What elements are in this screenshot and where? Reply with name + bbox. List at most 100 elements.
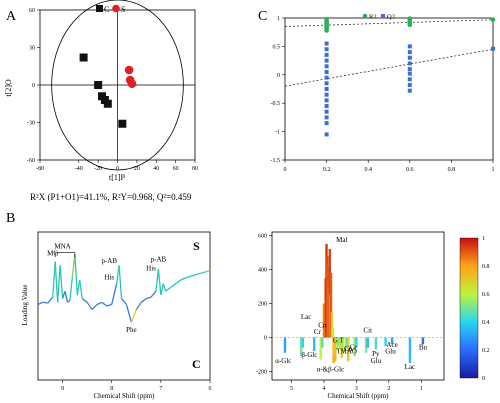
panel-label-a: A: [6, 9, 17, 24]
x-tick-label: 20: [134, 166, 140, 172]
perm-point-r2: [324, 28, 329, 33]
loading-trace-segment: [175, 279, 181, 285]
colorbar-ticks: 0 0.2 0.4 0.6 0.8 1: [482, 236, 490, 382]
y-tick-label: -60: [27, 158, 35, 164]
perm-point-q2: [407, 50, 412, 55]
x-tick-label: 4: [322, 386, 325, 392]
loading-trace-segment: [150, 290, 157, 298]
perm-point-q2: [324, 41, 329, 46]
perm-point-q2: [407, 67, 412, 72]
perm-point-q2: [324, 92, 329, 97]
loading-bar: [300, 337, 303, 357]
perm-point-q2: [324, 75, 329, 80]
loading-bar: [301, 337, 305, 348]
x-axis-label-b-left: Chemical Shift (ppm): [93, 392, 155, 400]
y-tick-label: 200: [258, 301, 267, 307]
loading-trace-segment: [57, 265, 61, 303]
y-tick-label: -30: [27, 121, 35, 127]
loading-bar: [322, 303, 326, 338]
loading-trace-segment: [37, 301, 44, 306]
peak-annotation: MG: [47, 250, 58, 258]
perm-point-q2: [407, 83, 412, 88]
y-axis-label-b-left: Loading Value: [21, 285, 29, 326]
loading-trace-segment: [140, 298, 147, 303]
perm-point-r2: [490, 17, 496, 23]
colorbar-tick-label: 0.6: [482, 292, 490, 298]
loading-bar: [329, 272, 333, 338]
loading-bar: [421, 337, 425, 345]
x-tick-label: 40: [153, 166, 159, 172]
loading-trace-segment: [160, 283, 164, 296]
peak-annotation: TMAO: [336, 348, 357, 356]
loading-bar: [337, 337, 340, 346]
loading-trace-segment: [59, 265, 64, 299]
regression-line-q2: [284, 48, 494, 87]
loading-trace-segment: [81, 298, 88, 303]
loading-trace-segment: [76, 279, 81, 296]
perm-point-q2: [324, 81, 329, 86]
loading-bar: [390, 337, 394, 345]
loading-trace-segment: [111, 283, 118, 305]
colorbar-tick-label: 1: [482, 236, 485, 242]
legend-label-c: C: [104, 5, 109, 14]
peak-annotation: p-AB: [151, 256, 167, 264]
perm-point-q2: [324, 87, 329, 91]
loading-trace-segment: [74, 254, 78, 295]
loading-bar: [335, 337, 339, 352]
loading-trace-segment: [135, 301, 142, 311]
y-tick-label: -1.5: [271, 158, 281, 164]
loading-bar: [330, 311, 334, 338]
peak-annotation: Cn: [318, 321, 327, 329]
colorbar: [459, 237, 479, 379]
loading-bar: [353, 337, 356, 357]
peak-annotation: MNA: [54, 242, 70, 250]
loading-trace-segment: [195, 272, 201, 276]
loading-bar: [321, 337, 324, 348]
peak-annotation: Cr: [314, 328, 322, 336]
legend-marker-s: [112, 4, 120, 13]
loading-bar: [331, 327, 335, 338]
plot-frame-b-right: [271, 231, 445, 381]
perm-point-q2: [407, 55, 412, 60]
loading-bar: [364, 337, 368, 353]
perm-point-q2: [407, 71, 412, 76]
x-tick-label: 0.2: [323, 167, 331, 173]
x-tick-label: 3: [355, 386, 358, 392]
colorbar-tick-label: 0: [482, 376, 485, 382]
plot-frame-c: [284, 17, 494, 161]
loading-trace-segment: [67, 299, 71, 303]
loading-bar: [355, 337, 358, 348]
perm-point-q2: [324, 64, 329, 69]
x-tick-label: 5: [290, 386, 293, 392]
perm-point-q2: [324, 115, 329, 120]
loading-trace-segment: [180, 277, 186, 281]
score-point-s: [124, 65, 134, 75]
loading-bar: [366, 337, 369, 348]
loading-trace-segment: [106, 303, 112, 307]
perm-point-q2: [324, 121, 329, 126]
peak-annotation: Lac: [301, 313, 312, 321]
legend-label-r2: R2: [369, 14, 377, 21]
loading-trace-segment: [101, 301, 108, 307]
perm-point-q2: [407, 61, 412, 66]
score-point-s: [127, 79, 137, 89]
loading-trace-segment: [52, 261, 56, 298]
loading-trace-segment: [42, 301, 48, 304]
perm-point-q2: [324, 47, 329, 52]
loading-bar: [334, 337, 337, 362]
loading-bar: [283, 337, 287, 353]
perm-point-q2: [324, 98, 329, 103]
x-tick-label: 0.4: [364, 167, 372, 173]
peak-annotation: His: [146, 264, 156, 272]
score-point-c: [79, 53, 88, 62]
y-tick-label: 600: [258, 233, 267, 239]
colorbar-tick-label: 0.4: [482, 320, 490, 326]
y-tick-label: 0: [32, 83, 35, 89]
loading-trace-segment: [199, 271, 206, 275]
loading-trace-segment: [79, 280, 83, 299]
loading-trace-segment: [162, 283, 167, 292]
y-tick-label: 400: [258, 267, 267, 273]
peak-annotation: G: [333, 337, 338, 345]
y-tick-label: -1: [275, 130, 280, 136]
